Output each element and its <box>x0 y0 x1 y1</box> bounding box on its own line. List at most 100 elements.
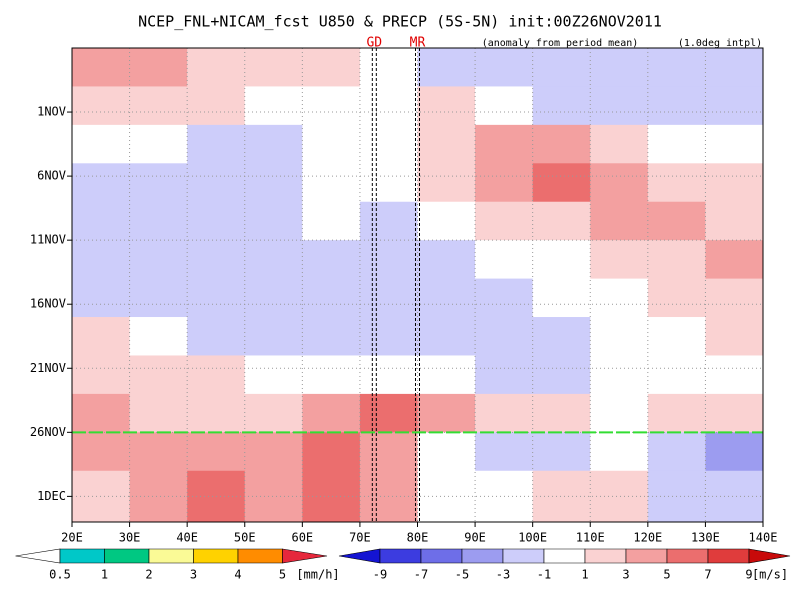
x-tick-label: 80E <box>407 531 429 545</box>
cell <box>359 124 418 164</box>
cell <box>705 86 764 126</box>
cell <box>475 240 534 280</box>
cell <box>302 163 361 203</box>
colorbar-swatch <box>193 548 239 564</box>
cell <box>705 48 764 87</box>
x-tick-label: 70E <box>349 531 371 545</box>
cell <box>187 201 246 241</box>
cell <box>647 432 706 472</box>
cell <box>359 355 418 395</box>
cell <box>475 163 534 203</box>
cell <box>302 124 361 164</box>
cell <box>129 393 188 433</box>
colorbar-label: 2 <box>145 568 152 582</box>
y-tick-label: 1DEC <box>37 489 66 503</box>
cell <box>72 432 131 472</box>
cell <box>590 48 649 87</box>
cell <box>72 86 131 126</box>
colorbar-label: 0.5 <box>49 568 71 582</box>
x-tick-label: 100E <box>518 531 547 545</box>
cell <box>417 48 476 87</box>
cell <box>129 432 188 472</box>
cell <box>244 470 303 523</box>
cell <box>647 393 706 433</box>
cell <box>129 48 188 87</box>
cell <box>475 432 534 472</box>
cell <box>532 124 591 164</box>
colorbar-swatch <box>748 548 791 564</box>
x-tick-label: 120E <box>633 531 662 545</box>
cell <box>187 393 246 433</box>
cell <box>647 201 706 241</box>
plot-frame <box>71 47 764 523</box>
cell <box>417 317 476 356</box>
cell <box>532 317 591 356</box>
chart-title: NCEP_FNL+NICAM_fcst U850 & PRECP (5S-5N)… <box>138 13 662 31</box>
cell <box>302 470 361 523</box>
cell <box>302 240 361 280</box>
cell <box>244 240 303 280</box>
cell <box>129 201 188 241</box>
colorbar-label: 5 <box>279 568 286 582</box>
cell <box>417 355 476 395</box>
cell <box>590 355 649 395</box>
cell <box>417 86 476 126</box>
cell <box>129 163 188 203</box>
cell <box>72 393 131 433</box>
x-tick-label: 60E <box>291 531 313 545</box>
cell <box>187 432 246 472</box>
cell <box>359 48 418 87</box>
note: (1.0deg intpl) <box>678 38 762 49</box>
y-tick-label: 1NOV <box>37 105 66 119</box>
x-tick-label: 130E <box>691 531 720 545</box>
cell <box>590 470 649 523</box>
colorbar-swatch <box>379 548 422 564</box>
cell <box>705 278 764 318</box>
cell <box>705 201 764 241</box>
cell <box>647 86 706 126</box>
cell <box>417 124 476 164</box>
cell <box>129 317 188 356</box>
cell <box>705 393 764 433</box>
colorbar-label: 1 <box>101 568 108 582</box>
cell <box>359 432 418 472</box>
cell <box>532 240 591 280</box>
cell <box>244 317 303 356</box>
cell <box>705 317 764 356</box>
cell <box>244 393 303 433</box>
colorbar-swatch <box>59 548 105 564</box>
cell <box>417 163 476 203</box>
cell <box>72 355 131 395</box>
x-tick-label: 110E <box>576 531 605 545</box>
cell <box>72 48 131 87</box>
cell <box>359 201 418 241</box>
cell <box>647 355 706 395</box>
cell <box>129 86 188 126</box>
cell <box>417 201 476 241</box>
cell <box>475 278 534 318</box>
colorbar-swatch <box>584 548 627 564</box>
colorbar-label: 7 <box>704 568 711 582</box>
cell <box>187 240 246 280</box>
cell <box>187 86 246 126</box>
colorbar-label: -5 <box>455 568 469 582</box>
cell <box>475 317 534 356</box>
cell <box>475 355 534 395</box>
cell <box>417 470 476 523</box>
marker-label: MR <box>410 36 426 51</box>
colorbar-swatch <box>104 548 150 564</box>
colorbar-label: 1 <box>581 568 588 582</box>
cell <box>590 317 649 356</box>
colorbar-swatch <box>237 548 283 564</box>
colorbar-label: -9 <box>373 568 387 582</box>
cell <box>244 124 303 164</box>
colorbar-swatch <box>282 548 328 564</box>
colorbar-swatch <box>543 548 586 564</box>
colorbar-unit: [mm/h] <box>296 568 339 582</box>
cell <box>647 163 706 203</box>
colorbar-label: 9 <box>745 568 752 582</box>
colorbar-label: -7 <box>414 568 428 582</box>
colorbar-label: 5 <box>663 568 670 582</box>
cell <box>72 278 131 318</box>
